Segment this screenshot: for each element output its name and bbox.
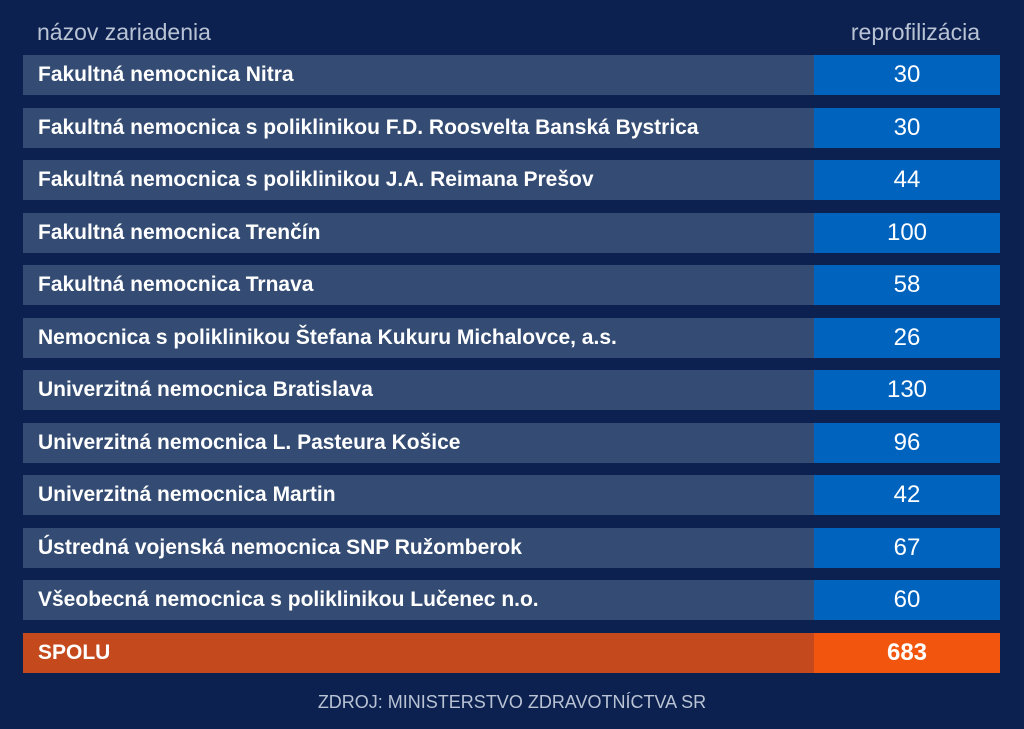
- reprofilization-value: 60: [814, 580, 1000, 620]
- column-header-name: názov zariadenia: [37, 19, 211, 45]
- table-row: Fakultná nemocnica s poliklinikou J.A. R…: [23, 160, 1000, 200]
- reprofilization-value: 30: [814, 55, 1000, 95]
- table-row: Fakultná nemocnica s poliklinikou F.D. R…: [23, 107, 1000, 148]
- source-note: ZDROJ: MINISTERSTVO ZDRAVOTNÍCTVA SR: [317, 692, 707, 712]
- data-table: Fakultná nemocnica Nitra 30 Fakultná nemoc…: [23, 55, 1000, 685]
- facility-name: Fakultná nemocnica Trenčín: [23, 212, 814, 253]
- total-row: SPOLU 683: [23, 632, 1000, 673]
- table-row: Univerzitná nemocnica Martin 42: [23, 475, 1000, 515]
- reprofilization-value: 44: [814, 160, 1000, 200]
- reprofilization-value: 42: [814, 475, 1000, 515]
- facility-name: Ústredná vojenská nemocnica SNP Ružomber…: [23, 527, 814, 568]
- table-row: Univerzitná nemocnica Bratislava 130: [23, 370, 1000, 410]
- total-value: 683: [814, 632, 1000, 673]
- facility-name: Fakultná nemocnica s poliklinikou F.D. R…: [23, 107, 814, 148]
- facility-name: Nemocnica s poliklinikou Štefana Kukuru …: [23, 317, 814, 358]
- facility-name: Univerzitná nemocnica Martin: [23, 475, 814, 515]
- reprofilization-value: 26: [814, 317, 1000, 358]
- facility-name: Fakultná nemocnica Nitra: [23, 55, 814, 95]
- reprofilization-value: 58: [814, 265, 1000, 305]
- table-row: Fakultná nemocnica Nitra 30: [23, 55, 1000, 95]
- facility-name: Univerzitná nemocnica L. Pasteura Košice: [23, 422, 814, 463]
- table-row: Nemocnica s poliklinikou Štefana Kukuru …: [23, 317, 1000, 358]
- total-label: SPOLU: [23, 632, 814, 673]
- column-header-value: reprofilizácia: [850, 19, 980, 45]
- reprofilization-value: 67: [814, 527, 1000, 568]
- reprofilization-value: 96: [814, 422, 1000, 463]
- table-row: Univerzitná nemocnica L. Pasteura Košice…: [23, 422, 1000, 463]
- reprofilization-value: 130: [814, 370, 1000, 410]
- table-row: Fakultná nemocnica Trenčín 100: [23, 212, 1000, 253]
- table-row: Fakultná nemocnica Trnava 58: [23, 265, 1000, 305]
- facility-name: Univerzitná nemocnica Bratislava: [23, 370, 814, 410]
- facility-name: Fakultná nemocnica Trnava: [23, 265, 814, 305]
- table-row: Ústredná vojenská nemocnica SNP Ružomber…: [23, 527, 1000, 568]
- facility-name: Všeobecná nemocnica s poliklinikou Lučen…: [23, 580, 814, 620]
- reprofilization-value: 100: [814, 212, 1000, 253]
- table-row: Všeobecná nemocnica s poliklinikou Lučen…: [23, 580, 1000, 620]
- reprofilization-value: 30: [814, 107, 1000, 148]
- facility-name: Fakultná nemocnica s poliklinikou J.A. R…: [23, 160, 814, 200]
